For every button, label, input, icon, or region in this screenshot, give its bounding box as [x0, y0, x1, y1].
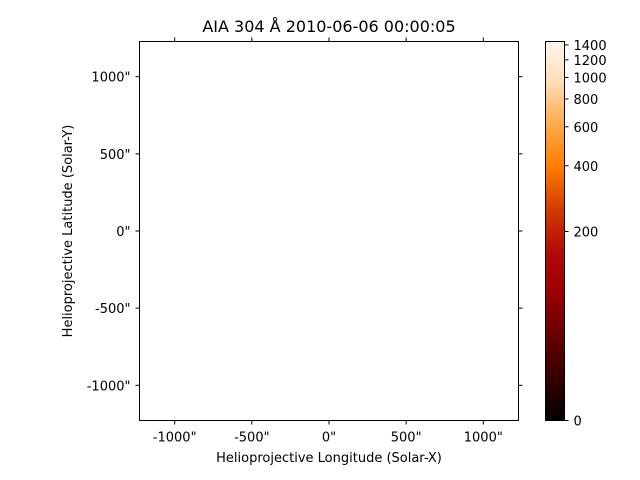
x-tick-label: 0": [322, 431, 336, 446]
x-tick-label: 1000": [464, 431, 503, 446]
colorbar-tick-label: 1000: [574, 71, 607, 86]
x-tick-label: -1000": [153, 431, 197, 446]
y-axis-label: Helioprojective Latitude (Solar-Y): [61, 125, 76, 338]
colorbar-tick-label: 600: [574, 121, 599, 136]
x-axis-ticks: -1000" -500" 0" 500" 1000": [153, 37, 503, 446]
colorbar-tick-label: 1400: [574, 39, 607, 54]
plot-area: [139, 41, 519, 421]
x-tick-label: -500": [234, 431, 269, 446]
y-tick-label: -1000": [87, 379, 131, 394]
y-axis-ticks: 1000" 500" 0" -500" -1000": [87, 71, 523, 394]
x-tick-label: 500": [391, 431, 422, 446]
colorbar-tick-label: 200: [574, 225, 599, 240]
colorbar: [545, 41, 565, 421]
y-tick-label: 500": [100, 148, 131, 163]
y-tick-label: 1000": [91, 71, 130, 86]
x-axis-label: Helioprojective Longitude (Solar-X): [216, 451, 442, 466]
colorbar-tick-label: 0: [574, 415, 582, 430]
colorbar-tick-label: 1200: [574, 54, 607, 69]
colorbar-tick-label: 400: [574, 160, 599, 175]
chart-title: AIA 304 Å 2010-06-06 00:00:05: [202, 17, 455, 36]
colorbar-tick-label: 800: [574, 93, 599, 108]
y-tick-label: 0": [116, 225, 130, 240]
y-tick-label: -500": [95, 302, 130, 317]
